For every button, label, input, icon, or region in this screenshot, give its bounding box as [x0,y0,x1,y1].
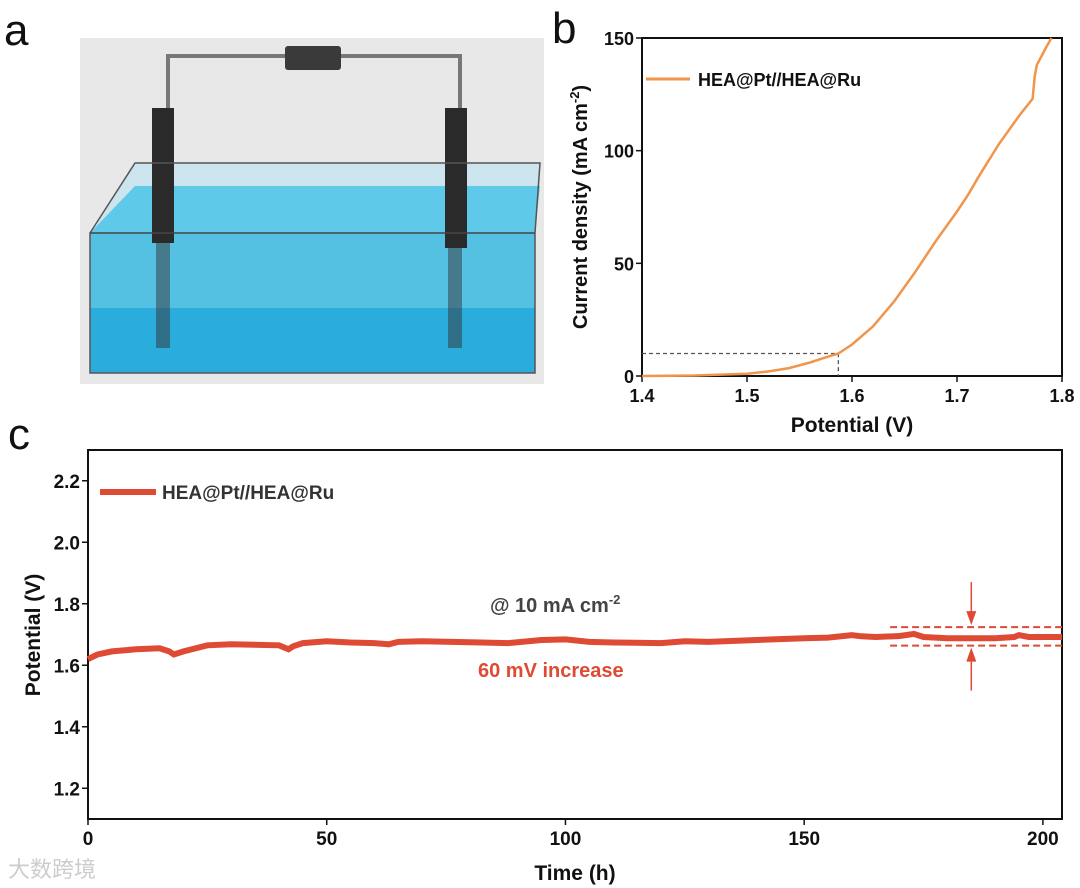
x-tick-label: 1.4 [629,386,654,406]
x-axis-label: Potential (V) [791,414,914,437]
y-tick-label: 2.0 [54,533,80,554]
y-tick-label: 1.4 [54,718,81,739]
condition-annotation: @ 10 mA cm-2 [490,592,620,617]
y-tick-label: 0 [624,367,634,387]
plot-frame [641,37,1063,377]
y-axis-label: Current density (mA cm-2) [567,85,592,329]
resistor [285,46,341,70]
x-tick-label: 50 [316,829,337,850]
electrode-left [152,108,174,243]
electrode-right [445,108,467,248]
panel-label-b: b [552,4,577,53]
x-tick-label: 100 [550,829,582,850]
electrolyzer-illustration [80,38,544,384]
x-axis-label: Time (h) [534,862,615,885]
y-tick-label: 2.2 [54,472,80,493]
arrow-head [966,611,977,626]
watermark: 大数跨境 [8,858,97,883]
stability-chart: 0 50 100 150 200 1.2 1.4 1.6 1.8 2.0 2.2 HEA@Pt//H… [22,449,1063,885]
arrow-head [966,647,977,662]
y-tick-label: 1.6 [54,656,80,677]
y-tick-label: 50 [614,254,634,274]
x-tick-label: 1.5 [734,386,759,406]
legend-label: HEA@Pt//HEA@Ru [162,483,334,504]
y-tick-label: 1.2 [54,779,80,800]
legend-label: HEA@Pt//HEA@Ru [698,70,861,90]
panel-label-c: c [8,410,30,459]
reference-line [642,352,839,376]
x-tick-label: 150 [788,829,820,850]
y-tick-label: 150 [604,29,634,49]
y-tick-label: 100 [604,142,634,162]
x-tick-label: 0 [83,829,94,850]
y-axis-label: Potential (V) [22,574,45,697]
panel-label-a: a [4,6,29,55]
series-line [86,630,1062,662]
increase-annotation: 60 mV increase [478,660,624,682]
y-tick-label: 1.8 [54,595,80,616]
x-tick-label: 1.7 [944,386,969,406]
x-tick-label: 1.6 [839,386,864,406]
x-tick-label: 200 [1027,829,1059,850]
x-tick-label: 1.8 [1049,386,1074,406]
series-line [641,37,1053,378]
